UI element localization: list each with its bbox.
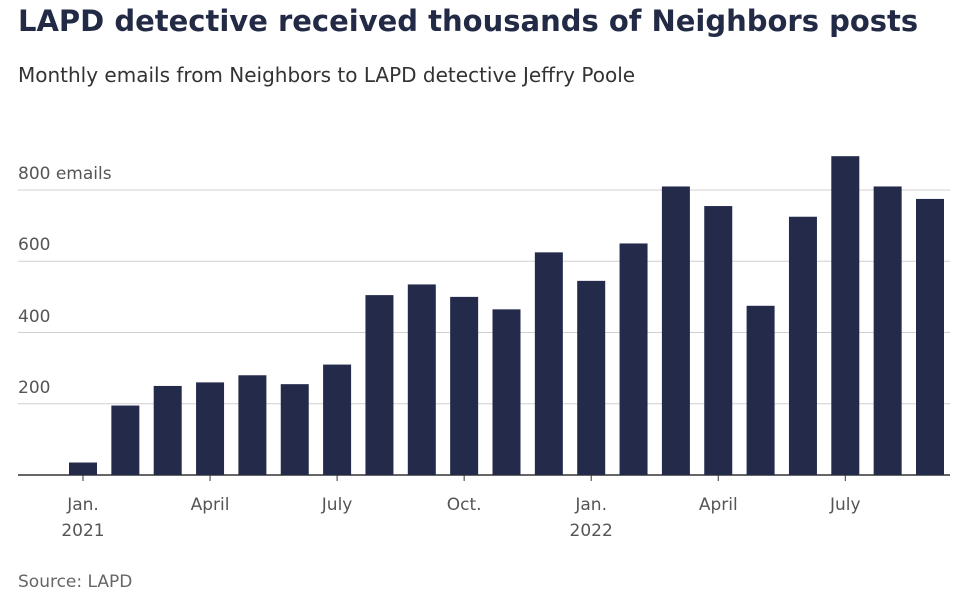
bar <box>407 284 436 475</box>
bar <box>916 198 944 475</box>
x-tick-label: Oct. <box>446 495 482 515</box>
bar <box>153 385 182 475</box>
bar <box>788 216 817 475</box>
x-tick-label: Jan. 2021 <box>61 495 105 541</box>
bar <box>450 296 479 475</box>
bar <box>323 364 352 475</box>
bar <box>238 375 267 475</box>
bar <box>365 295 394 475</box>
bar <box>577 280 606 475</box>
chart-subtitle: Monthly emails from Neighbors to LAPD de… <box>18 63 636 87</box>
chart-title: LAPD detective received thousands of Nei… <box>18 4 919 38</box>
x-tick-label: April <box>190 495 230 515</box>
bar <box>69 462 97 475</box>
bar <box>534 252 563 475</box>
x-tick-label: July <box>321 495 353 515</box>
y-tick-label: 200 <box>18 377 51 398</box>
y-tick-label: 800 emails <box>18 164 112 185</box>
bar <box>280 384 309 475</box>
bar <box>111 405 140 475</box>
bar <box>873 186 902 475</box>
bar <box>746 305 775 475</box>
bar <box>704 206 733 475</box>
x-tick-label: April <box>698 495 738 515</box>
source-note: Source: LAPD <box>18 572 133 592</box>
bar <box>619 243 648 475</box>
y-tick-label: 400 <box>18 306 51 327</box>
x-tick-label: Jan. 2022 <box>569 495 613 541</box>
bar <box>492 309 521 475</box>
x-tick-label: July <box>830 495 861 515</box>
bar <box>661 186 690 475</box>
bar <box>831 156 860 476</box>
y-tick-label: 600 <box>18 235 51 256</box>
bar <box>196 382 225 475</box>
